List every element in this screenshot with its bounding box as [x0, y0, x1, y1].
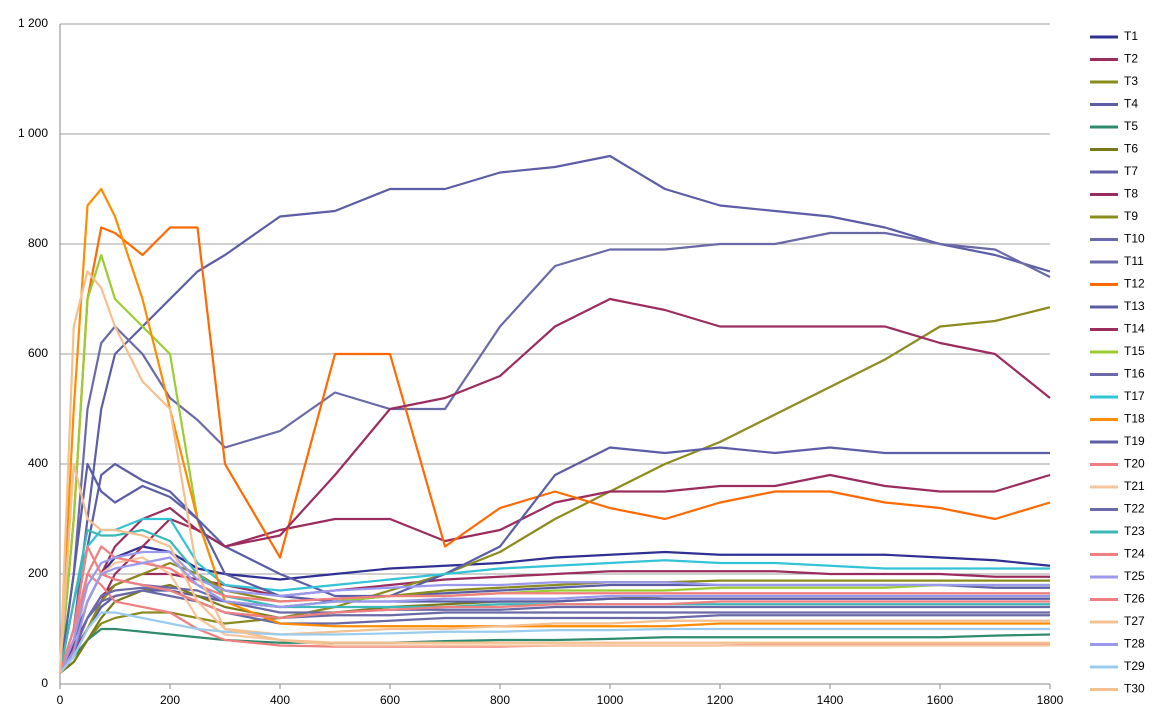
legend-label: T27: [1124, 614, 1145, 628]
legend-label: T10: [1124, 232, 1145, 246]
series-line: [58, 545, 1051, 674]
legend-label: T24: [1124, 547, 1145, 561]
series-line: [59, 306, 1051, 674]
legend-label: T20: [1124, 457, 1145, 471]
x-tick-label: 1800: [1037, 693, 1064, 707]
legend-label: T22: [1124, 502, 1145, 516]
x-tick-label: 1200: [707, 693, 734, 707]
y-tick-label: 400: [28, 456, 48, 470]
legend-label: T6: [1124, 142, 1138, 156]
legend-label: T3: [1124, 74, 1138, 88]
x-tick-label: 1000: [597, 693, 624, 707]
legend-label: T1: [1124, 29, 1138, 43]
series-line: [58, 550, 1050, 674]
legend-label: T17: [1124, 389, 1145, 403]
legend-label: T29: [1124, 659, 1145, 673]
series-line: [58, 270, 1050, 674]
legend-label: T8: [1124, 187, 1138, 201]
legend-label: T19: [1124, 434, 1145, 448]
legend-label: T12: [1124, 277, 1145, 291]
x-tick-label: 1600: [927, 693, 954, 707]
series-line: [59, 589, 1050, 674]
series-line: [58, 446, 1050, 674]
series-line: [58, 297, 1051, 674]
y-tick-label: 1 000: [18, 126, 48, 140]
series-line: [58, 226, 1051, 674]
series-line: [59, 556, 1050, 674]
legend-label: T28: [1124, 637, 1145, 651]
series-line: [58, 462, 1050, 674]
legend-label: T5: [1124, 119, 1138, 133]
series-line: [58, 545, 1050, 674]
legend-label: T21: [1124, 479, 1145, 493]
x-tick-label: 400: [270, 693, 290, 707]
x-tick-label: 0: [57, 693, 64, 707]
x-tick-label: 600: [380, 693, 400, 707]
y-tick-label: 200: [28, 566, 48, 580]
series-line: [59, 561, 1050, 674]
series-line: [59, 586, 1050, 674]
series-line: [58, 231, 1051, 674]
legend-label: T16: [1124, 367, 1145, 381]
x-tick-label: 200: [160, 693, 180, 707]
legend-label: T18: [1124, 412, 1145, 426]
x-tick-label: 1400: [817, 693, 844, 707]
legend-label: T7: [1124, 164, 1138, 178]
legend-label: T25: [1124, 569, 1145, 583]
series-line: [58, 528, 1050, 674]
y-tick-label: 1 200: [18, 16, 48, 30]
series-line: [58, 556, 1050, 674]
legend-label: T14: [1124, 322, 1145, 336]
legend-label: T4: [1124, 97, 1138, 111]
series-line: [58, 462, 1050, 674]
series-line: [59, 611, 1050, 674]
legend-label: T15: [1124, 344, 1145, 358]
y-tick-label: 600: [28, 346, 48, 360]
legend-label: T26: [1124, 592, 1145, 606]
legend-label: T23: [1124, 524, 1145, 538]
series-line: [58, 545, 1050, 674]
legend-label: T13: [1124, 299, 1145, 313]
y-tick-label: 0: [41, 676, 48, 690]
series-line: [58, 154, 1051, 674]
x-tick-label: 800: [490, 693, 510, 707]
legend-label: T9: [1124, 209, 1138, 223]
legend-label: T30: [1124, 682, 1145, 696]
legend-label: T2: [1124, 52, 1138, 66]
series-line: [59, 627, 1051, 674]
legend-label: T11: [1124, 254, 1144, 268]
y-tick-label: 800: [28, 236, 48, 250]
series-line: [58, 187, 1050, 674]
